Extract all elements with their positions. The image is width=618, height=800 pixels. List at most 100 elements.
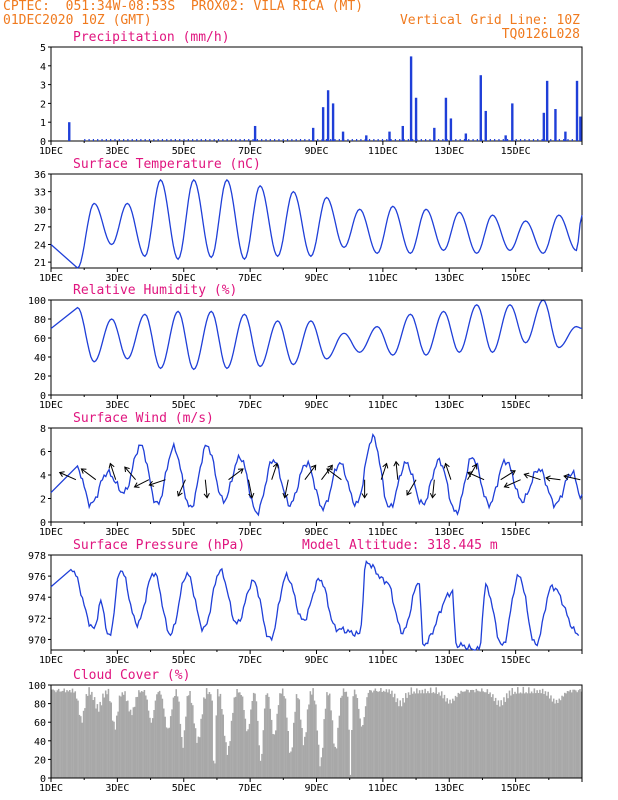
cloud-bar bbox=[243, 710, 245, 778]
cloud-bar bbox=[469, 690, 472, 778]
wind-vector-head bbox=[203, 492, 210, 499]
header-grid-line-note: Vertical Grid Line: 10Z bbox=[399, 13, 580, 28]
cloud-bar bbox=[295, 694, 298, 778]
cloud-bar bbox=[330, 710, 332, 778]
cloud-bar bbox=[196, 742, 198, 778]
cloud-bar bbox=[183, 730, 186, 778]
cloud-bar bbox=[320, 757, 323, 778]
rh-ytick-label: 60 bbox=[34, 334, 46, 345]
precip-ytick-label: 3 bbox=[40, 81, 46, 92]
precip-bar bbox=[365, 135, 368, 141]
cloud-bar bbox=[197, 736, 200, 778]
cloud-xtick-label: 1DEC bbox=[39, 783, 63, 794]
cloud-bar bbox=[410, 687, 413, 778]
cloud-bar bbox=[142, 691, 144, 778]
wind-vector-head bbox=[471, 463, 478, 470]
cloud-bar bbox=[579, 689, 581, 778]
cloud-bar bbox=[471, 689, 473, 778]
precip-xtick-label: 13DEC bbox=[434, 146, 464, 157]
cloud-bar bbox=[523, 693, 526, 778]
precip-trace-bar bbox=[312, 139, 315, 141]
precip-trace-bar bbox=[519, 139, 522, 141]
cloud-bar bbox=[299, 719, 302, 778]
cloud-bar bbox=[378, 691, 381, 778]
precip-trace-bar bbox=[528, 139, 530, 141]
pressure-xtick-label: 13DEC bbox=[434, 655, 464, 666]
cloud-bar bbox=[362, 725, 364, 778]
cloud-bar bbox=[194, 728, 197, 778]
wind-vector-head bbox=[108, 462, 115, 469]
cloud-bar bbox=[486, 689, 489, 778]
wind-vector-head bbox=[272, 462, 279, 469]
precip-bar bbox=[464, 133, 468, 141]
cloud-bar bbox=[521, 693, 523, 778]
cloud-bar bbox=[374, 688, 377, 778]
cloud-bar bbox=[481, 688, 483, 778]
cloud-bar bbox=[163, 708, 165, 778]
precip-trace-bar bbox=[187, 139, 189, 141]
cloud-bar bbox=[228, 745, 230, 778]
rh-xtick-label: 13DEC bbox=[434, 400, 464, 411]
wind-xtick-label: 7DEC bbox=[238, 527, 262, 538]
precip-trace-bar bbox=[127, 139, 129, 141]
cloud-bar bbox=[460, 690, 462, 778]
cloud-bar bbox=[432, 692, 435, 778]
precip-trace-bar bbox=[114, 139, 116, 141]
cloud-bar bbox=[500, 700, 502, 778]
precip-bar bbox=[414, 97, 418, 141]
cloud-bar bbox=[367, 692, 370, 778]
wind-vector-shaft bbox=[109, 463, 117, 480]
cloud-bar bbox=[157, 692, 160, 778]
precip-trace-bar bbox=[446, 139, 448, 141]
cloud-bar bbox=[342, 688, 345, 778]
cloud-bar bbox=[566, 691, 569, 778]
cloud-bar bbox=[288, 752, 291, 778]
rh-ytick-label: 100 bbox=[28, 296, 46, 307]
cloud-bar bbox=[292, 722, 295, 778]
cloud-bar bbox=[82, 710, 85, 778]
cloud-bar bbox=[309, 691, 312, 778]
cloud-bar bbox=[327, 695, 330, 778]
precip-trace-bar bbox=[381, 139, 384, 141]
cloud-bar bbox=[131, 715, 133, 778]
cloud-bar bbox=[458, 693, 461, 778]
cloud-bar bbox=[487, 694, 490, 778]
cloud-bar bbox=[335, 748, 338, 778]
cloud-bar bbox=[110, 702, 112, 778]
wind-vector-shaft bbox=[228, 468, 244, 481]
cloud-bar bbox=[461, 691, 464, 778]
cloud-bar bbox=[178, 701, 180, 778]
cloud-bar bbox=[244, 718, 247, 778]
cloud-ytick-label: 80 bbox=[34, 700, 46, 711]
cloud-bar bbox=[96, 704, 99, 778]
cloud-bar bbox=[310, 694, 313, 778]
cloud-bar bbox=[443, 694, 446, 778]
cloud-bar bbox=[575, 690, 577, 778]
wind-vector-shaft bbox=[149, 479, 166, 486]
cloud-bar bbox=[363, 717, 366, 778]
precip-trace-bar bbox=[140, 139, 142, 141]
precip-trace-bar bbox=[481, 139, 483, 141]
precip-trace-bar bbox=[261, 139, 263, 141]
wind-vector-shaft bbox=[326, 468, 342, 481]
cloud-bar bbox=[233, 697, 236, 778]
wind-vector-shaft bbox=[321, 464, 333, 481]
rh-xtick-label: 9DEC bbox=[304, 400, 328, 411]
cloud-bar bbox=[446, 698, 449, 778]
cloud-bar bbox=[111, 720, 114, 778]
cloud-bar bbox=[427, 691, 429, 778]
cloud-bar bbox=[143, 690, 146, 778]
temp-series-line bbox=[50, 178, 583, 269]
header-station-line: CPTEC: 051:34W-08:53S PROX02: VILA RICA … bbox=[3, 0, 364, 14]
cloud-bar bbox=[530, 691, 533, 778]
cloud-bar bbox=[351, 730, 353, 778]
wind-vector-shaft bbox=[204, 479, 208, 498]
precip-trace-bar bbox=[355, 139, 358, 141]
precip-xtick-label: 11DEC bbox=[368, 146, 398, 157]
precip-trace-bar bbox=[248, 139, 250, 141]
cloud-bar bbox=[384, 691, 386, 778]
cloud-bar bbox=[53, 690, 56, 778]
precip-bar bbox=[388, 131, 391, 141]
cloud-bar bbox=[558, 698, 561, 778]
